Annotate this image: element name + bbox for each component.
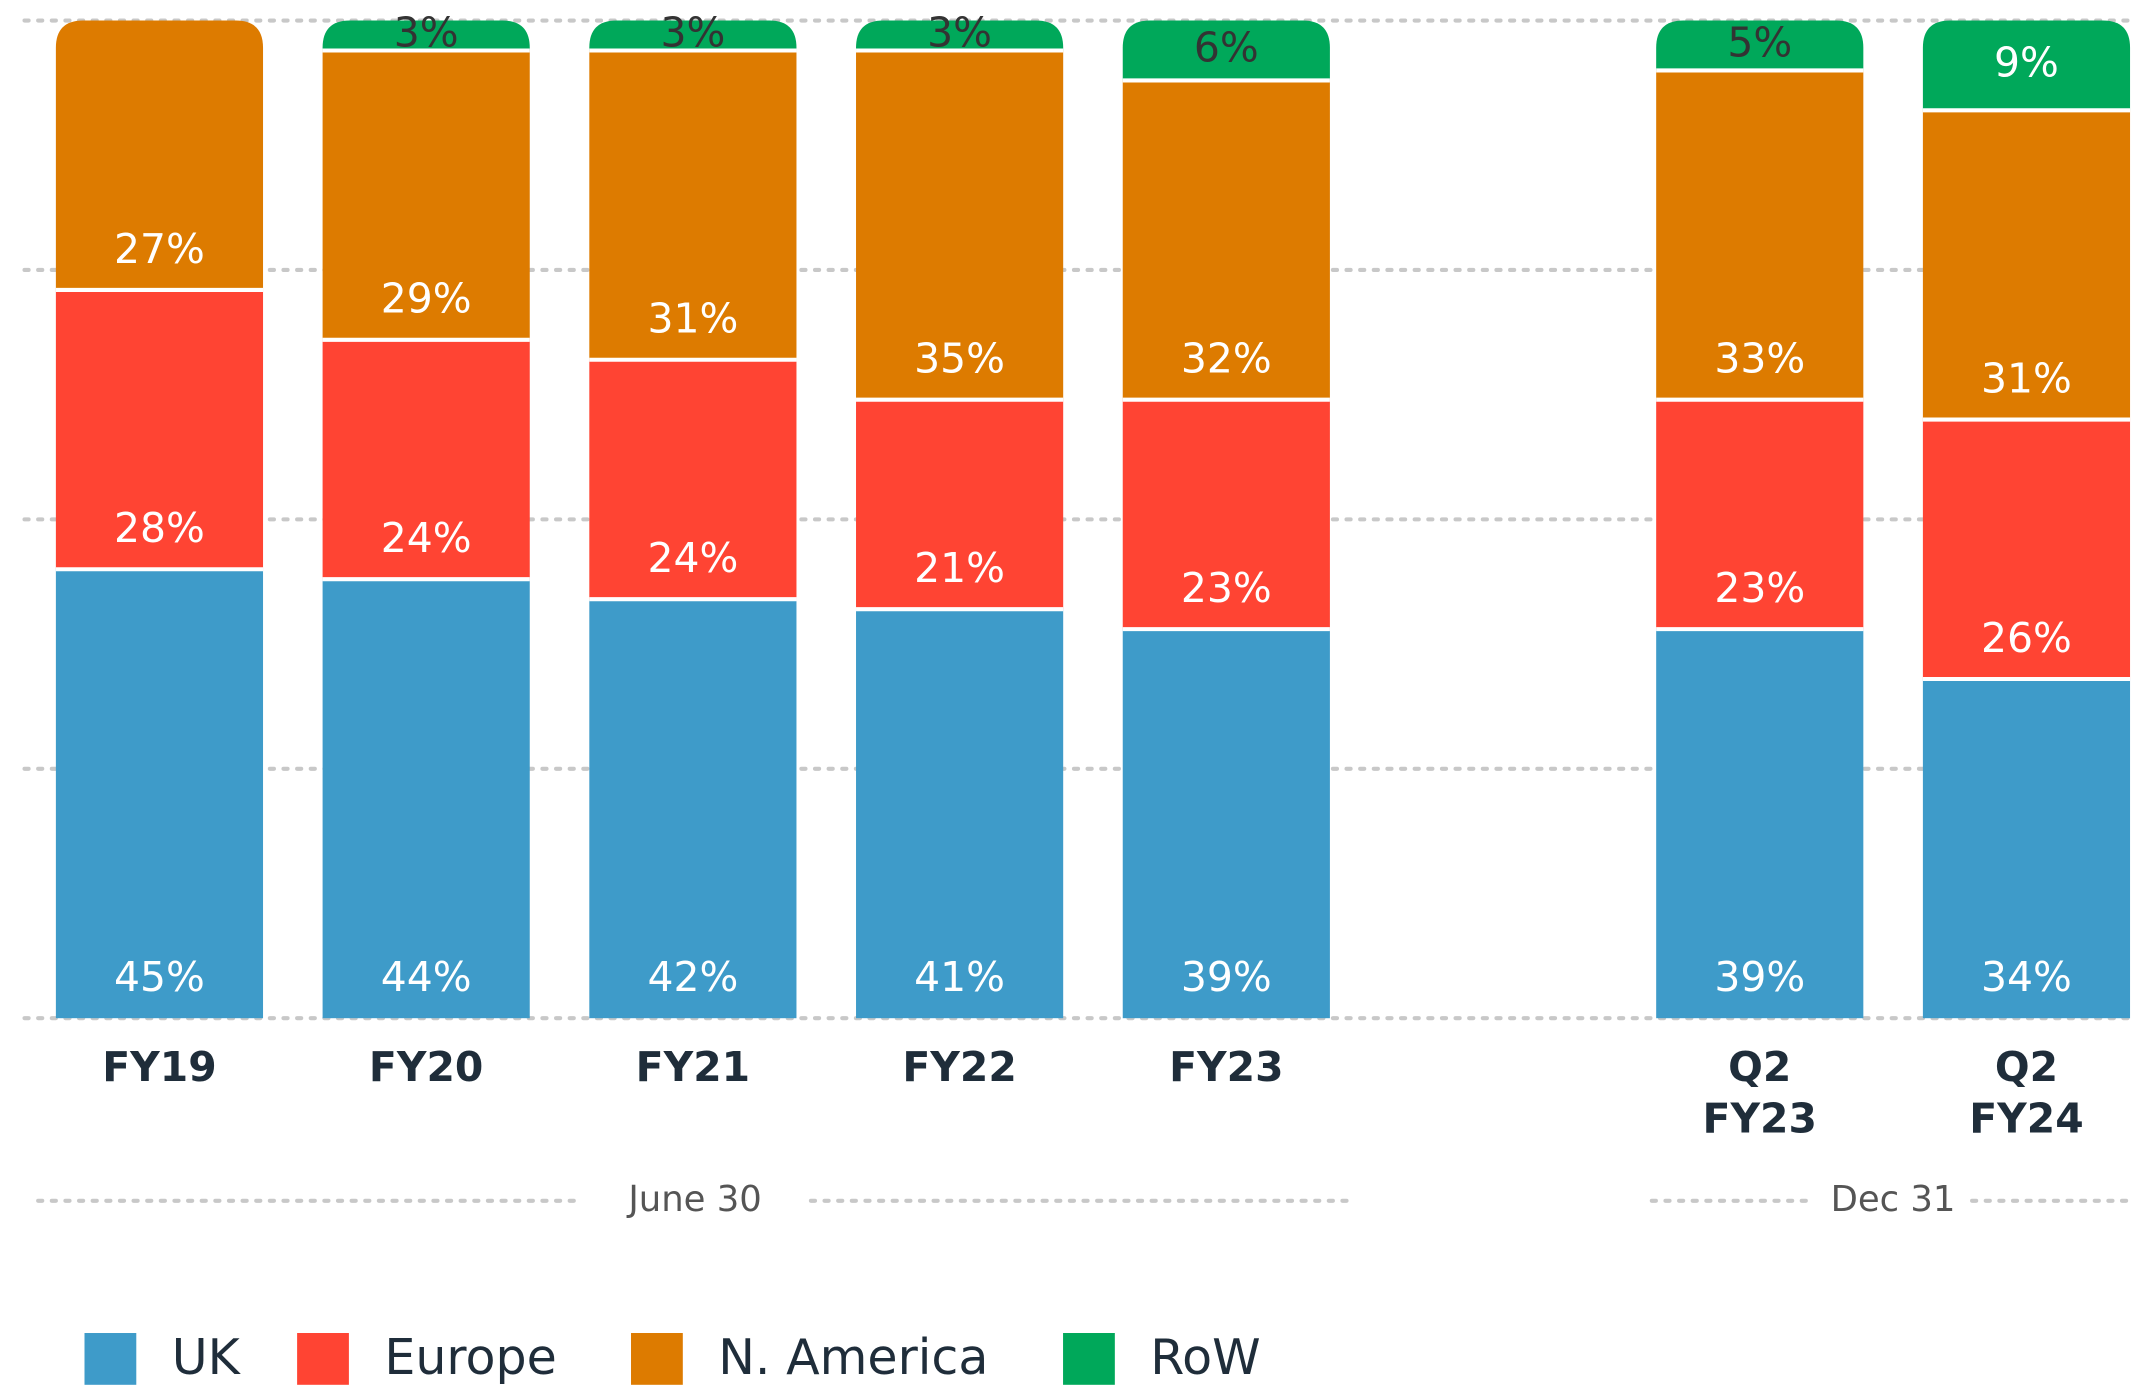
value-label: 28%: [114, 504, 205, 552]
bar-segment: [1656, 20, 1864, 71]
bar-segment: [856, 50, 1064, 400]
x-tick-label: FY19: [102, 1044, 217, 1092]
value-label: 42%: [647, 953, 738, 1001]
bar-segment: [1922, 110, 2131, 420]
value-label: 31%: [647, 295, 738, 343]
bar-segment: [55, 289, 264, 570]
bar-segment: [856, 609, 1064, 1019]
value-label: 6%: [1194, 23, 1259, 71]
x-tick-label-box: FY21: [635, 1044, 751, 1092]
x-tick-label-box: FY20: [368, 1044, 484, 1092]
bar-segment: [322, 579, 530, 1019]
value-label: 3%: [927, 9, 992, 57]
value-label: 5%: [1727, 18, 1792, 66]
value-label: 31%: [1981, 354, 2072, 402]
value-label: 32%: [1181, 334, 1272, 382]
value-label: 27%: [114, 225, 205, 273]
value-label: 9%: [1994, 38, 2059, 86]
bar-segment: [322, 20, 530, 51]
bar-segment: [589, 599, 797, 1019]
value-label: 23%: [1714, 564, 1805, 612]
bar-segment: [55, 569, 264, 1019]
value-label: 41%: [914, 953, 1005, 1001]
value-label: 3%: [394, 9, 459, 57]
bar-segment: [1122, 399, 1330, 630]
x-tick-label: FY20: [368, 1044, 484, 1092]
x-tick-label: FY22: [902, 1044, 1017, 1092]
bar-segment: [1656, 629, 1864, 1019]
bar-segment: [589, 359, 797, 600]
bar-segment: [589, 50, 797, 360]
legend-label: Europe: [384, 1328, 556, 1386]
legend-label: RoW: [1150, 1328, 1260, 1386]
x-tick-label-box: FY22: [902, 1044, 1017, 1092]
value-label: 39%: [1181, 953, 1272, 1001]
bar-segment: [1922, 419, 2131, 679]
value-label: 21%: [914, 544, 1005, 592]
bar-segment: [589, 20, 797, 51]
bar-segment: [1656, 399, 1864, 630]
bar-segment: [1122, 629, 1330, 1019]
legend-swatch: [631, 1333, 683, 1385]
x-tick-label-box: FY19: [102, 1044, 217, 1092]
value-label: 3%: [660, 9, 725, 57]
value-label: 35%: [914, 334, 1005, 382]
bar-segment: [1122, 80, 1330, 400]
bar-segment: [55, 20, 264, 290]
bar-segment: [1122, 20, 1330, 81]
x-tick-label: Q2 FY23: [1702, 1044, 1817, 1143]
x-tick-label: FY21: [635, 1044, 751, 1092]
x-tick-label: Q2 FY24: [1969, 1044, 2084, 1143]
value-label: 29%: [381, 275, 472, 323]
group-label: Dec 31: [1831, 1179, 1956, 1220]
value-label: 44%: [381, 953, 472, 1001]
legend-swatch: [297, 1333, 349, 1385]
value-label: 26%: [1981, 614, 2072, 662]
x-tick-label-box: FY23: [1169, 1044, 1284, 1092]
bar-segment: [1922, 678, 2131, 1019]
bar-segment: [856, 20, 1064, 51]
value-label: 45%: [114, 953, 205, 1001]
legend-swatch: [1063, 1333, 1115, 1385]
value-label: 24%: [647, 534, 738, 582]
legend-label: N. America: [718, 1328, 988, 1386]
value-label: 23%: [1181, 564, 1272, 612]
value-label: 34%: [1981, 953, 2072, 1001]
legend-label: UK: [172, 1328, 242, 1386]
x-tick-label-box: Q2 FY24: [1969, 1044, 2084, 1143]
bar-segment: [322, 50, 530, 340]
x-tick-label: FY23: [1169, 1044, 1284, 1092]
value-label: 24%: [381, 514, 472, 562]
bar-segment: [322, 339, 530, 580]
value-label: 33%: [1714, 334, 1805, 382]
group-label: June 30: [626, 1179, 761, 1220]
bar-segment: [1922, 20, 2131, 111]
bar-segment: [1656, 70, 1864, 400]
x-tick-label-box: Q2 FY23: [1702, 1044, 1817, 1143]
bar-segment: [856, 399, 1064, 610]
legend-swatch: [84, 1333, 137, 1385]
value-label: 39%: [1714, 953, 1805, 1001]
